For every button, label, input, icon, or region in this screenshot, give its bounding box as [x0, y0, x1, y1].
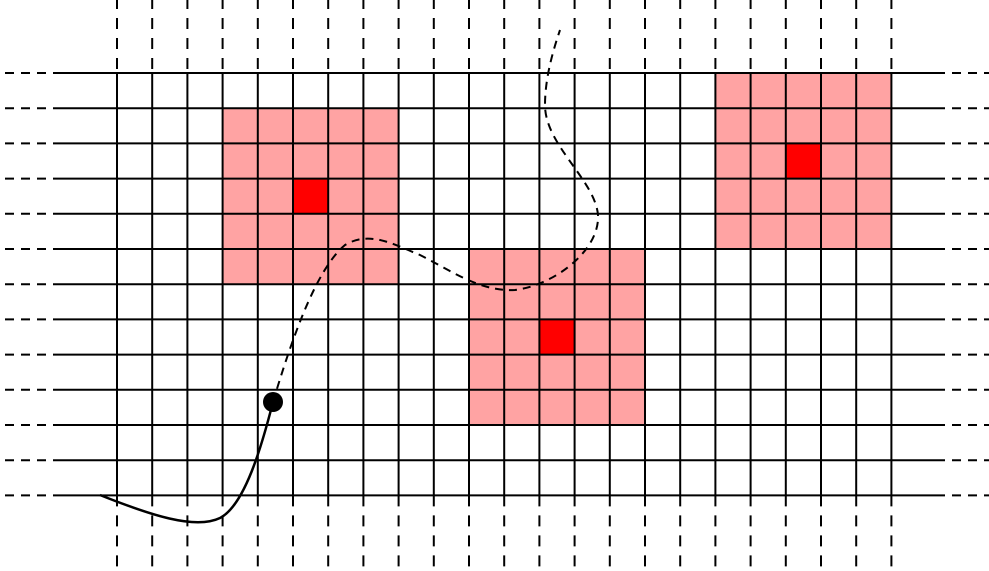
region-middle-center-cell [539, 319, 575, 355]
traveled-path-solid [99, 401, 275, 524]
grid-layer [5, 0, 989, 571]
path-layer [99, 29, 600, 524]
planned-path-dashed [272, 29, 600, 403]
region-right-center-cell [785, 143, 821, 179]
current-position-marker [263, 392, 283, 412]
regions-layer [222, 73, 892, 425]
region-left-center-cell [293, 178, 329, 214]
